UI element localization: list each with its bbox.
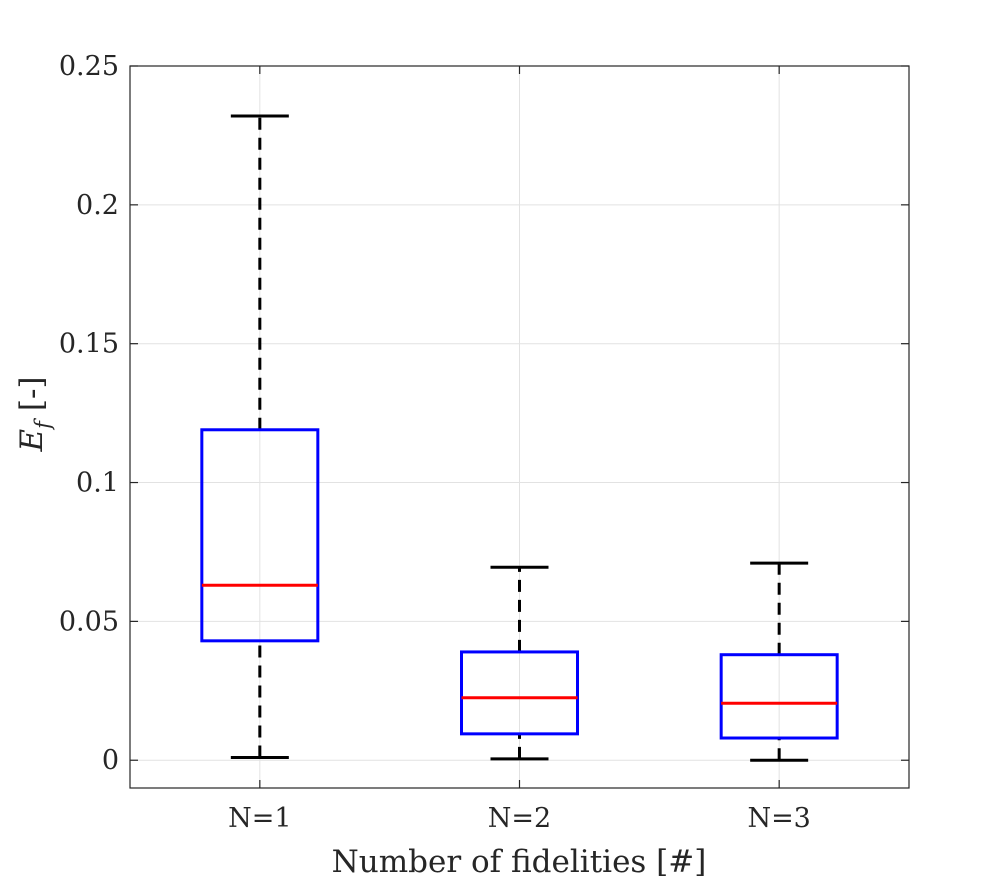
- x-tick-labels: N=1 N=2 N=3: [228, 803, 811, 834]
- y-tick-labels: 0 0.05 0.1 0.15 0.2 0.25: [59, 51, 119, 776]
- box-group-N=2: [460, 565, 579, 761]
- x-tick-label: N=3: [747, 803, 810, 834]
- grid-layer: [130, 65, 909, 788]
- x-tick-label: N=1: [228, 803, 291, 834]
- y-tick-label: 0: [102, 745, 119, 776]
- y-axis-unit: [-]: [14, 376, 50, 411]
- box-group-N=1: [200, 114, 320, 759]
- y-axis-title: Ef [-]: [14, 376, 55, 452]
- iqr-box: [460, 650, 579, 736]
- y-axis-subscript: f: [31, 418, 55, 431]
- boxes-layer: [200, 114, 839, 762]
- y-tick-label: 0.25: [59, 51, 119, 82]
- y-tick-label: 0.05: [59, 606, 119, 637]
- box-group-N=3: [719, 561, 839, 762]
- iqr-box: [719, 653, 839, 740]
- y-tick-label: 0.2: [76, 190, 119, 221]
- ticks-layer: [130, 65, 909, 788]
- y-tick-label: 0.15: [59, 329, 119, 360]
- y-axis-symbol: E: [14, 429, 50, 453]
- iqr-box: [200, 428, 320, 643]
- x-tick-label: N=2: [488, 803, 551, 834]
- y-tick-label: 0.1: [76, 468, 119, 499]
- x-axis-title: Number of fidelities [#]: [332, 844, 707, 880]
